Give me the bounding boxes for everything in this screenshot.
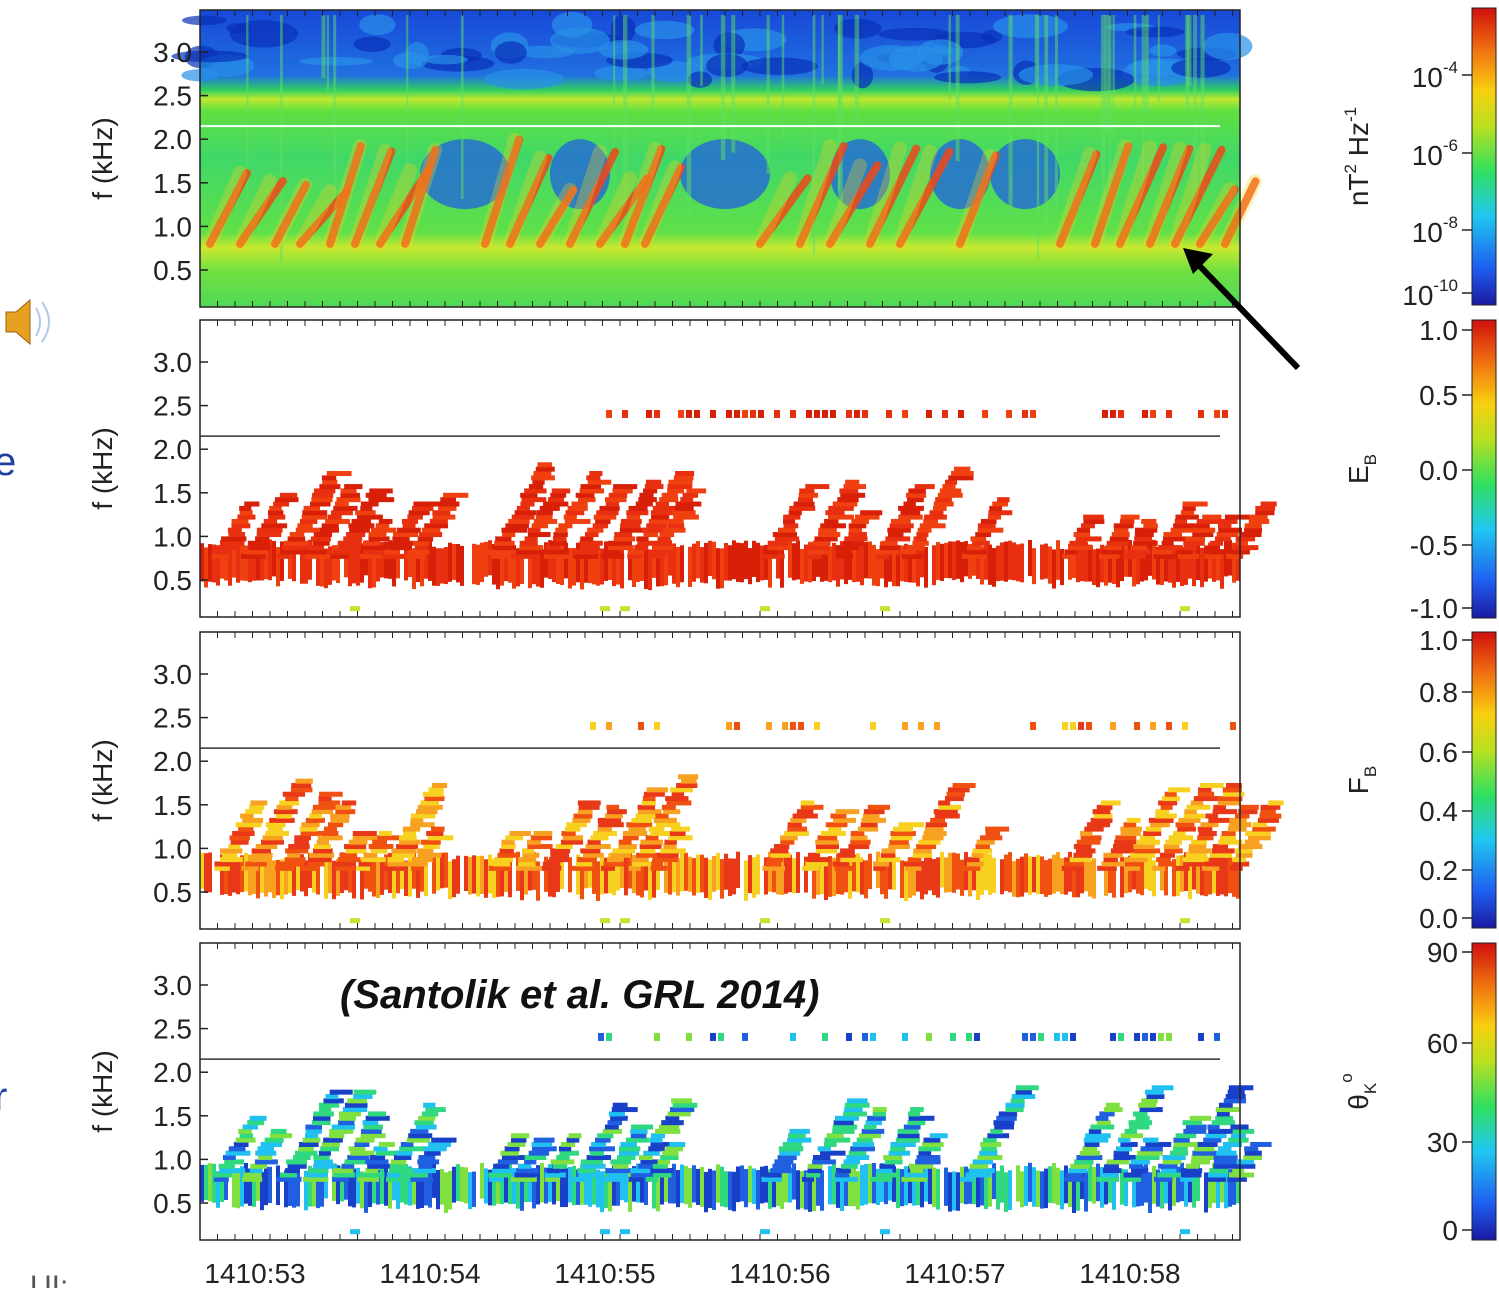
label-base: E [1343, 465, 1374, 484]
y-tick-label: 1.5 [153, 478, 192, 509]
colorbar [1471, 319, 1497, 619]
label-sub: K [1361, 1082, 1380, 1094]
colorbar [1471, 942, 1497, 1241]
label-sup: 2 [1341, 164, 1360, 173]
colorbar-label: FB [1343, 766, 1380, 794]
x-axis-label: UI: [30, 1270, 68, 1288]
y-tick-label: 1.5 [153, 1101, 192, 1132]
y-tick-label: 0.5 [153, 1188, 192, 1219]
colorbar-tick-label: 0.6 [1419, 737, 1458, 768]
x-tick-label: 1410:58 [1079, 1258, 1180, 1288]
label-base: nT [1343, 173, 1374, 206]
colorbar-tick-label: 0.2 [1419, 855, 1458, 886]
colorbar-tick-label: -0.5 [1410, 530, 1458, 561]
panel-frame [199, 631, 1241, 930]
colorbar-tick-label: 10-6 [1412, 136, 1458, 171]
y-tick-label: 2.5 [153, 391, 192, 422]
side-text: r [0, 1075, 7, 1119]
label-sup: o [1337, 1073, 1356, 1082]
label-sup: -1 [1341, 107, 1360, 122]
side-text: e [0, 440, 16, 484]
y-tick-label: 2.5 [153, 703, 192, 734]
y-tick-label: 2.0 [153, 124, 192, 155]
arrow [1183, 248, 1301, 371]
colorbar-tick-label: 0.5 [1419, 380, 1458, 411]
label-base: F [1343, 777, 1374, 794]
x-tick-label: 1410:54 [379, 1258, 480, 1288]
spectrogram-images [171, 10, 1284, 1235]
panel-frame [199, 319, 1241, 618]
x-tick-label: 1410:53 [204, 1258, 305, 1288]
y-tick-label: 2.5 [153, 81, 192, 112]
y-tick-label: 1.0 [153, 833, 192, 864]
tick-base: 10 [1412, 62, 1443, 93]
y-tick-label: 0.5 [153, 565, 192, 596]
tick-exponent: -4 [1443, 58, 1458, 77]
tick-base: 10 [1402, 280, 1433, 311]
x-tick-label: 1410:57 [904, 1258, 1005, 1288]
tick-base: 10 [1412, 217, 1443, 248]
tick-exponent: -6 [1443, 136, 1458, 155]
citation: (Santolik et al. GRL 2014) [340, 973, 819, 1017]
y-tick-label: 3.0 [153, 659, 192, 690]
colorbar-tick-label: 1.0 [1419, 315, 1458, 346]
speaker-icon [5, 298, 50, 346]
x-tick-label: 1410:56 [729, 1258, 830, 1288]
y-tick-label: 2.5 [153, 1014, 192, 1045]
colorbar-tick-label: 0.8 [1419, 677, 1458, 708]
colorbar-tick-label: -1.0 [1410, 593, 1458, 624]
colorbar-tick-label: 30 [1427, 1127, 1458, 1158]
colorbar-label: EB [1343, 454, 1380, 484]
colorbar-label: θKo [1337, 1073, 1380, 1109]
label-sub: B [1361, 766, 1380, 777]
y-tick-label: 0.5 [153, 877, 192, 908]
x-tick-label: 1410:55 [554, 1258, 655, 1288]
y-tick-label: 3.0 [153, 970, 192, 1001]
y-tick-label: 0.5 [153, 255, 192, 286]
panel-frame [199, 9, 1241, 308]
y-tick-label: 3.0 [153, 37, 192, 68]
y-tick-label: 1.0 [153, 521, 192, 552]
label-mid: Hz [1343, 122, 1374, 164]
y-axis-label: f (kHz) [87, 739, 118, 821]
colorbar [1471, 631, 1497, 929]
colorbar [1471, 7, 1497, 306]
y-axis-label: f (kHz) [87, 117, 118, 199]
y-tick-label: 2.0 [153, 746, 192, 777]
panel-frame [199, 942, 1241, 1241]
tick-exponent: -10 [1433, 276, 1458, 295]
y-tick-label: 1.5 [153, 790, 192, 821]
y-axis-label: f (kHz) [87, 427, 118, 509]
colorbar-tick-label: 1.0 [1419, 625, 1458, 656]
colorbar-tick-label: 10-8 [1412, 213, 1458, 248]
colorbar-tick-label: 0.4 [1419, 796, 1458, 827]
colorbar-label: nT2 Hz-1 [1341, 107, 1374, 206]
tick-exponent: -8 [1443, 213, 1458, 232]
colorbar-tick-label: 60 [1427, 1028, 1458, 1059]
y-tick-label: 1.0 [153, 211, 192, 242]
colorbar-tick-label: 90 [1427, 937, 1458, 968]
y-tick-label: 2.0 [153, 434, 192, 465]
axes: 3.0 2.5 2.0 1.5 1.0 0.5 f (kHz) 3.0 2.5 2.0 1.5 1.0… [87, 7, 1497, 1289]
y-axis-label: f (kHz) [87, 1050, 118, 1132]
colorbar-tick-label: 0 [1442, 1215, 1458, 1246]
colorbar-tick-label: 10-4 [1412, 58, 1458, 93]
y-tick-label: 3.0 [153, 347, 192, 378]
colorbar-tick-label: 0.0 [1419, 903, 1458, 934]
colorbar-tick-label: 0.0 [1419, 455, 1458, 486]
y-tick-label: 1.5 [153, 168, 192, 199]
y-tick-label: 2.0 [153, 1057, 192, 1088]
y-tick-label: 1.0 [153, 1144, 192, 1175]
label-base: θ [1343, 1094, 1374, 1110]
colorbar-tick-label: 10-10 [1402, 276, 1458, 311]
tick-base: 10 [1412, 140, 1443, 171]
label-sub: B [1361, 454, 1380, 465]
